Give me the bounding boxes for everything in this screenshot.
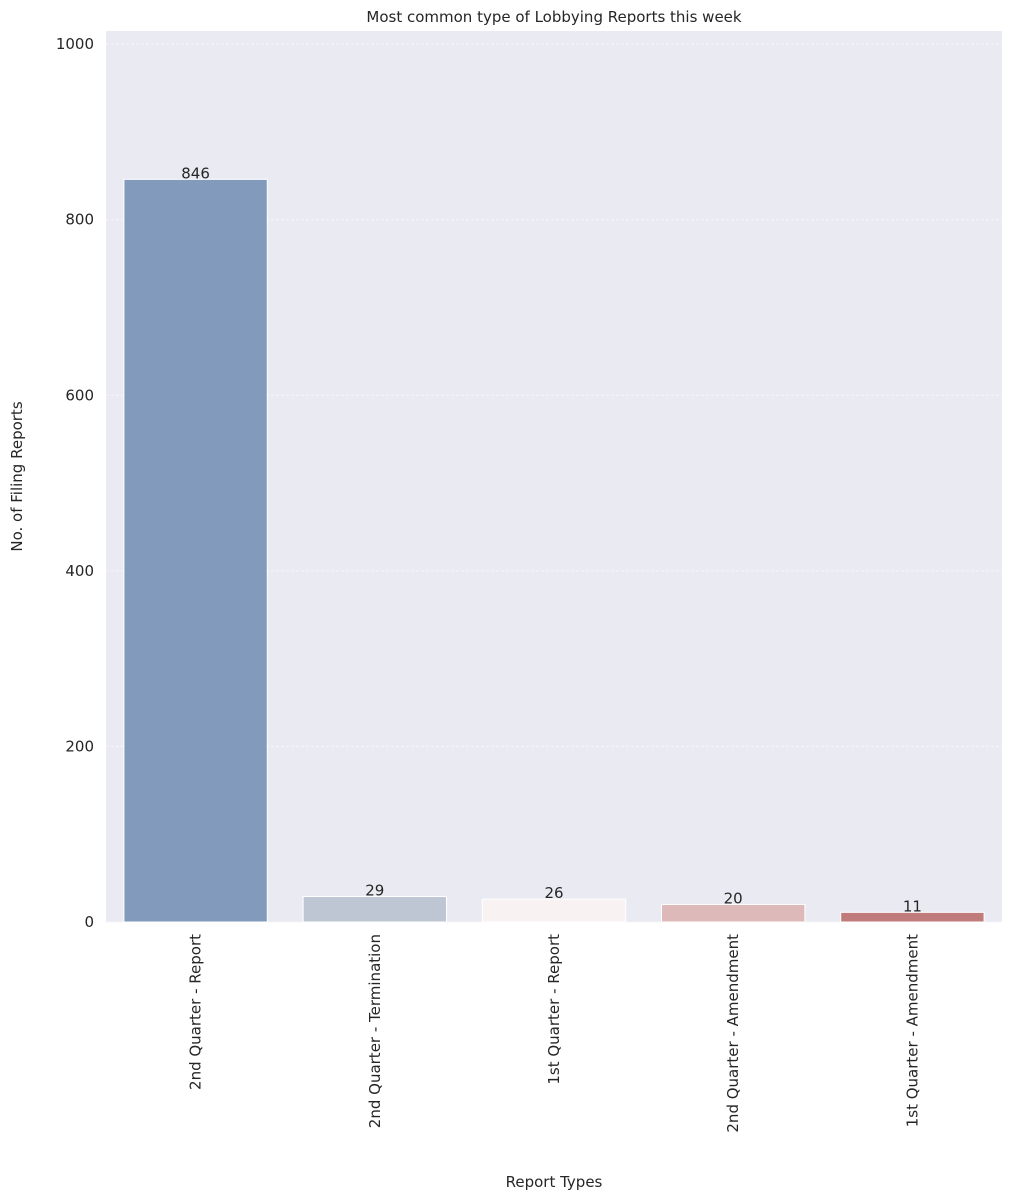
bar (840, 911, 985, 923)
y-tick-label: 1000 (56, 35, 94, 53)
x-tick-label: 2nd Quarter - Report (187, 934, 205, 1090)
bar (123, 178, 268, 923)
x-axis-label: Report Types (506, 1173, 603, 1191)
y-tick-label: 200 (65, 737, 94, 755)
plot-area: 0 200 400 600 800 1000 846 2nd Quarter - Report… (56, 31, 1002, 1133)
y-tick-label: 0 (84, 913, 94, 931)
data-label: 26 (544, 884, 563, 902)
bar (302, 896, 447, 923)
y-axis-label: No. of Filing Reports (8, 401, 26, 551)
y-tick-label: 400 (65, 562, 94, 580)
data-label: 11 (903, 897, 922, 915)
x-tick-label: 2nd Quarter - Amendment (724, 934, 742, 1133)
chart-title: Most common type of Lobbying Reports thi… (366, 8, 742, 26)
data-label: 846 (181, 164, 210, 182)
bar (481, 898, 627, 923)
data-label: 20 (724, 889, 743, 907)
x-tick-label: 1st Quarter - Report (545, 934, 563, 1085)
x-tick-label: 2nd Quarter - Termination (366, 934, 384, 1128)
data-label: 29 (365, 882, 384, 900)
x-tick-label: 1st Quarter - Amendment (903, 934, 921, 1127)
y-tick-label: 800 (65, 211, 94, 229)
bar (661, 903, 806, 923)
y-tick-label: 600 (65, 386, 94, 404)
